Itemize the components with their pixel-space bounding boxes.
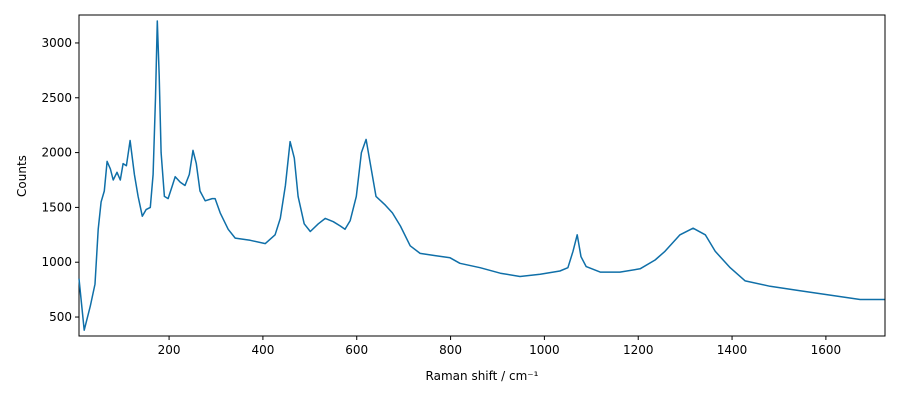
plot-frame xyxy=(78,14,886,337)
x-tick-label: 600 xyxy=(345,343,368,357)
y-tick-label: 500 xyxy=(49,310,72,324)
y-tick-label: 2500 xyxy=(41,91,72,105)
y-axis-label: Counts xyxy=(15,155,29,197)
y-tick-label: 3000 xyxy=(41,36,72,50)
spectrum-line xyxy=(78,20,885,331)
x-tick-label: 1200 xyxy=(623,343,654,357)
y-tick-label: 1500 xyxy=(41,200,72,214)
x-tick-label: 1400 xyxy=(717,343,748,357)
y-tick-label: 1000 xyxy=(41,255,72,269)
x-tick-label: 400 xyxy=(251,343,274,357)
x-axis-label: Raman shift / cm⁻¹ xyxy=(426,369,539,383)
y-tick-label: 2000 xyxy=(41,146,72,160)
x-tick-label: 1600 xyxy=(811,343,842,357)
x-tick-label: 800 xyxy=(439,343,462,357)
x-tick-label: 1000 xyxy=(529,343,560,357)
x-tick-label: 200 xyxy=(158,343,181,357)
